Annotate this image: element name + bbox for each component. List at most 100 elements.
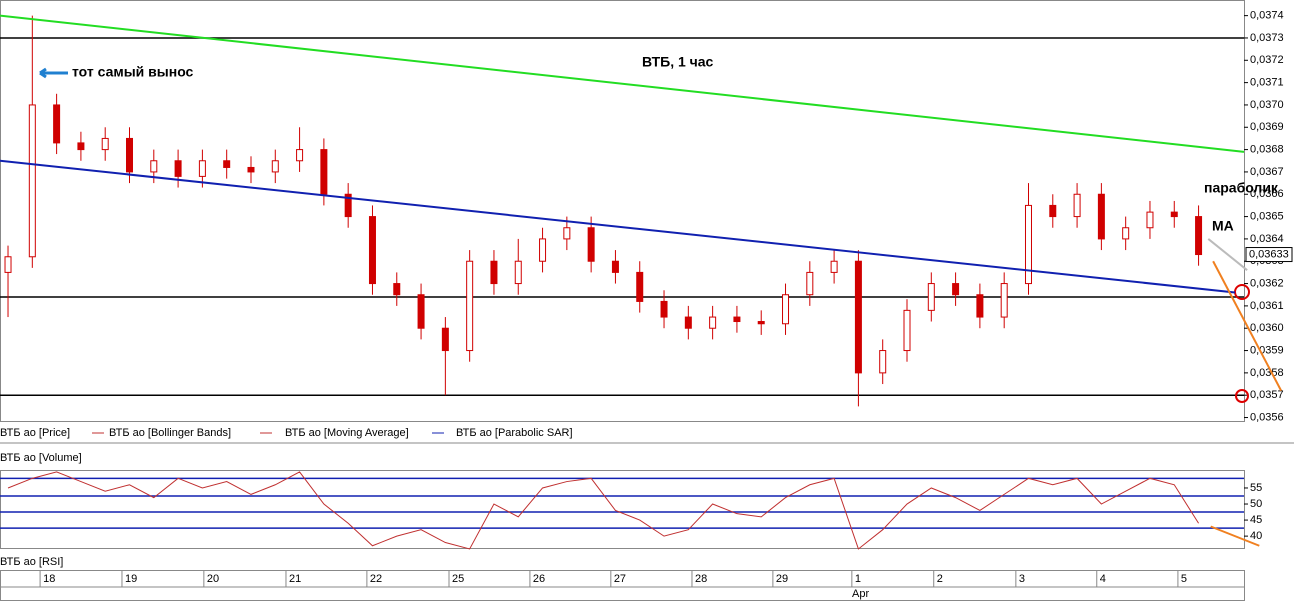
y-tick-label: 40 xyxy=(1250,530,1262,542)
candle-body xyxy=(466,260,474,352)
candle-body xyxy=(1097,193,1105,240)
candle-body xyxy=(4,256,12,273)
x-tick-label: 19 xyxy=(125,573,137,585)
candle-body xyxy=(198,160,206,177)
candle-body xyxy=(1170,211,1178,218)
candle-body xyxy=(952,283,960,296)
candle-body xyxy=(830,260,838,273)
y-tick-label: 0,0361 xyxy=(1250,300,1284,312)
x-tick-label: 28 xyxy=(695,573,707,585)
candle-body xyxy=(733,316,741,323)
candle-body xyxy=(1195,216,1203,256)
candle-body xyxy=(636,271,644,302)
y-tick-label: 55 xyxy=(1250,482,1262,494)
x-tick-label: 5 xyxy=(1181,573,1187,585)
y-tick-label: 0,0367 xyxy=(1250,166,1284,178)
y-tick-label: 0,0357 xyxy=(1250,389,1284,401)
candle-body xyxy=(587,227,595,262)
candle-body xyxy=(1122,227,1130,240)
legend-item: ВТБ ао [Parabolic SAR] xyxy=(456,427,573,439)
candle-body xyxy=(709,316,717,329)
trend-line xyxy=(1207,238,1248,271)
legend-item: ВТБ ао [Price] xyxy=(0,427,70,439)
candle-body xyxy=(77,142,85,151)
projection-line xyxy=(1210,525,1260,547)
candle-body xyxy=(879,350,887,374)
candle-body xyxy=(806,271,814,296)
candle-body xyxy=(514,260,522,285)
date-bar xyxy=(0,570,1245,601)
y-tick-label: 0,0358 xyxy=(1250,367,1284,379)
candle-body xyxy=(28,104,36,258)
candle-body xyxy=(927,283,935,311)
candle-body xyxy=(320,149,328,195)
candle-body xyxy=(150,160,158,173)
candle-body xyxy=(490,260,498,285)
y-tick-label: 0,0366 xyxy=(1250,188,1284,200)
month-label: Apr xyxy=(852,588,869,600)
rsi-plot xyxy=(0,471,1244,550)
last-price-box xyxy=(1245,247,1293,263)
candle-body xyxy=(101,137,109,151)
y-tick-label: 0,0362 xyxy=(1250,277,1284,289)
last-price-label: 0,03633 xyxy=(1249,248,1289,260)
x-tick-label: 21 xyxy=(289,573,301,585)
candle-body xyxy=(903,309,911,352)
candle-body xyxy=(368,216,376,285)
y-tick-label: 0,0370 xyxy=(1250,99,1284,111)
x-tick-label: 26 xyxy=(533,573,545,585)
candle-body xyxy=(1049,204,1057,218)
candle-body xyxy=(684,316,692,329)
candle-body xyxy=(782,294,790,325)
candle-body xyxy=(660,300,668,318)
candle-body xyxy=(344,193,352,218)
candle-body xyxy=(1000,283,1008,318)
trend-line xyxy=(0,14,1245,153)
price-plot xyxy=(0,15,1244,407)
candle-body xyxy=(976,294,984,318)
rsi-panel xyxy=(0,470,1245,549)
candle-body xyxy=(539,238,547,262)
y-tick-label: 0,0371 xyxy=(1250,77,1284,89)
candle-body xyxy=(441,327,449,352)
trend-line xyxy=(0,159,1236,294)
y-tick-label: 0,0372 xyxy=(1250,54,1284,66)
legend-item: ВТБ ао [Volume] xyxy=(0,452,82,464)
candle-body xyxy=(174,160,182,177)
arrow xyxy=(39,67,68,79)
legend-item: ВТБ ао [Bollinger Bands] xyxy=(109,427,231,439)
candle-body xyxy=(611,260,619,273)
y-tick-label: 45 xyxy=(1250,514,1262,526)
candle-body xyxy=(223,160,231,168)
x-tick-label: 20 xyxy=(207,573,219,585)
candle-body xyxy=(1073,193,1081,218)
legend-item: ВТБ ао [RSI] xyxy=(0,556,63,568)
x-tick-label: 27 xyxy=(614,573,626,585)
annotation: MA xyxy=(1212,218,1234,234)
x-tick-label: 4 xyxy=(1100,573,1106,585)
y-tick-label: 0,0368 xyxy=(1250,144,1284,156)
candle-body xyxy=(393,283,401,296)
y-tick-label: 0,0359 xyxy=(1250,344,1284,356)
annotation: параболик xyxy=(1204,180,1279,196)
y-tick-label: 0,0360 xyxy=(1250,322,1284,334)
y-tick-label: 0,0369 xyxy=(1250,121,1284,133)
y-tick-label: 0,0365 xyxy=(1250,210,1284,222)
y-tick-label: 0,0373 xyxy=(1250,32,1284,44)
chart-title: ВТБ, 1 час xyxy=(642,54,714,70)
candle-body xyxy=(247,166,255,173)
candle-body xyxy=(1146,211,1154,229)
x-tick-label: 2 xyxy=(937,573,943,585)
y-tick-label: 0,0356 xyxy=(1250,411,1284,423)
axes: 0,0356 0,0357 0,0358 0,0359 0,0360 0,0361 0,03… xyxy=(39,10,1293,587)
candle-body xyxy=(296,149,304,162)
x-tick-label: 3 xyxy=(1019,573,1025,585)
x-tick-label: 18 xyxy=(43,573,55,585)
trend-line xyxy=(1212,260,1283,392)
candle-body xyxy=(757,321,765,325)
candle-body xyxy=(417,294,425,329)
candle-body xyxy=(53,104,61,144)
y-tick-label: 0,0374 xyxy=(1250,10,1284,22)
price-panel xyxy=(0,0,1245,422)
